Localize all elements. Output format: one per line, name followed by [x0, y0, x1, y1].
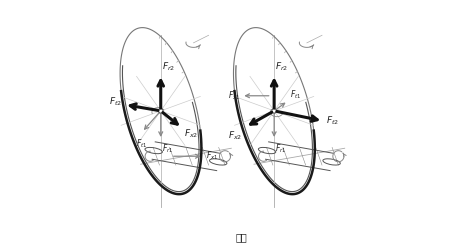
Text: $F_{t2}$: $F_{t2}$ [326, 114, 339, 127]
Text: $F_{r1}$: $F_{r1}$ [162, 143, 173, 155]
Text: $F_{x2}$: $F_{x2}$ [228, 129, 243, 142]
Text: $F_{t2}$: $F_{t2}$ [108, 96, 122, 108]
Ellipse shape [158, 109, 163, 113]
Text: $F_{x1}$: $F_{x1}$ [206, 150, 219, 163]
Text: $F_{x1}$: $F_{x1}$ [228, 89, 240, 102]
Text: $F_{t1}$: $F_{t1}$ [290, 89, 302, 101]
Text: $F_{r2}$: $F_{r2}$ [275, 60, 288, 73]
Text: $F_{r2}$: $F_{r2}$ [162, 60, 175, 73]
Text: $F_{t1}$: $F_{t1}$ [136, 137, 148, 150]
Text: $F_{x2}$: $F_{x2}$ [184, 127, 198, 140]
Ellipse shape [272, 109, 276, 113]
Text: $F_{r1}$: $F_{r1}$ [275, 143, 287, 155]
Text: 驱动: 驱动 [235, 232, 247, 242]
